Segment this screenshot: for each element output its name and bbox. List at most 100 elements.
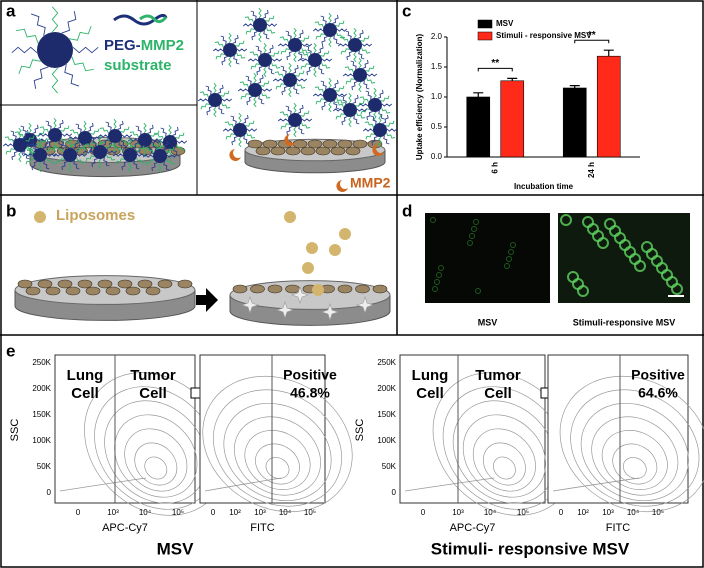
peg-chain	[342, 73, 354, 77]
y-tick-label: 150K	[32, 410, 51, 419]
mesopore-bump	[17, 279, 33, 289]
peg-chain	[75, 123, 82, 133]
mesopore-bump	[105, 286, 121, 296]
contour	[462, 414, 546, 498]
peg-chain	[352, 94, 359, 104]
x-axis-label: Incubation time	[514, 182, 574, 191]
peg-chain	[148, 145, 155, 155]
x-tick-label: 10⁵	[517, 508, 529, 517]
x-tick-label: 0	[211, 508, 216, 517]
nanoparticle	[163, 135, 177, 149]
error-bar	[603, 49, 614, 57]
peg-chain	[261, 92, 271, 99]
nanoparticle	[308, 53, 322, 67]
peg-chain	[105, 142, 115, 149]
peg-chain	[300, 63, 310, 70]
peg-chain	[199, 91, 209, 98]
x-tick-label: 10³	[254, 508, 266, 517]
group-label: Stimuli- responsive MSV	[431, 539, 630, 558]
peg-chain	[361, 43, 373, 47]
peg-chain	[328, 36, 332, 48]
peg-chain	[253, 72, 257, 84]
peg-chain	[386, 128, 398, 132]
y-tick-label: 0.0	[431, 152, 443, 161]
peg-chain	[217, 84, 224, 94]
panel-label: a	[6, 1, 16, 20]
peg-chain	[4, 136, 14, 143]
nanoparticle	[233, 123, 247, 137]
peg-chain	[68, 137, 72, 149]
peg-chain	[150, 141, 157, 151]
peg-chain	[355, 100, 365, 107]
peg-chain	[232, 34, 239, 44]
peg-chain	[341, 116, 348, 126]
peg-chain	[271, 58, 283, 62]
peg-chain	[353, 115, 360, 125]
contour	[134, 442, 178, 486]
peg-chain	[274, 71, 284, 78]
peg-chain	[255, 45, 262, 55]
peg-chain	[22, 153, 34, 157]
peg-chain	[263, 42, 267, 54]
contour	[482, 442, 526, 486]
peg-chain	[366, 73, 378, 77]
y-tick-label: 100K	[32, 436, 51, 445]
peg-chain	[270, 50, 280, 57]
peg-chain	[373, 111, 377, 123]
mesopore-bump	[85, 286, 101, 296]
microscopy-image	[425, 213, 550, 303]
y-tick-label: 200K	[32, 384, 51, 393]
bar	[466, 96, 491, 158]
peg-chain	[168, 124, 172, 136]
peg-chain	[251, 31, 258, 41]
peg-chain	[314, 86, 324, 93]
peg-chain	[318, 65, 325, 75]
peg-chain	[362, 59, 369, 69]
mmp2-text: MMP2	[141, 37, 184, 54]
y-tick-label: 200K	[377, 384, 396, 393]
peg-chain	[249, 51, 259, 58]
peg-chain	[51, 67, 59, 94]
cell-signal	[436, 272, 442, 278]
peg-chain	[128, 161, 132, 173]
peg-chain	[362, 128, 374, 132]
contour	[612, 443, 658, 485]
peg-chain	[245, 75, 252, 85]
nanoparticle	[208, 93, 222, 107]
peg-chain	[83, 144, 87, 156]
y-tick-label: 250K	[377, 358, 396, 367]
liposome	[284, 211, 296, 223]
mesopore-bump	[337, 139, 353, 149]
peg-chain	[336, 93, 348, 97]
peg-chain	[85, 155, 95, 162]
peg-chain	[305, 45, 312, 55]
peg-chain	[353, 51, 357, 63]
peg-chain	[333, 100, 340, 110]
peg-chain	[271, 62, 281, 69]
peg-chain	[293, 102, 297, 114]
peg-chain	[262, 9, 269, 19]
mesopore-bump	[247, 139, 263, 149]
peg-chain	[71, 56, 94, 72]
y-tick-label: 0.5	[431, 122, 443, 131]
peg-chain	[60, 140, 67, 150]
peg-chain	[293, 126, 297, 138]
x-tick-label: 6 h	[490, 162, 499, 174]
nanoparticle	[353, 68, 367, 82]
contour	[493, 456, 516, 480]
peg-chain	[197, 98, 209, 102]
nanoparticle	[123, 148, 137, 162]
peg-chain	[340, 95, 347, 105]
peg-chain	[382, 114, 389, 124]
peg-chain	[212, 48, 224, 52]
peg-chain	[378, 136, 382, 148]
peg-chain	[228, 32, 232, 44]
nanoparticle	[108, 129, 122, 143]
peg-chain	[260, 80, 270, 87]
peg-chain	[215, 53, 225, 60]
arrow	[196, 288, 218, 312]
y-tick-label: 150K	[377, 410, 396, 419]
mesopore-bump	[57, 279, 73, 289]
x-tick-label: 10⁴	[139, 508, 152, 517]
mmp2-enzyme	[336, 180, 348, 192]
